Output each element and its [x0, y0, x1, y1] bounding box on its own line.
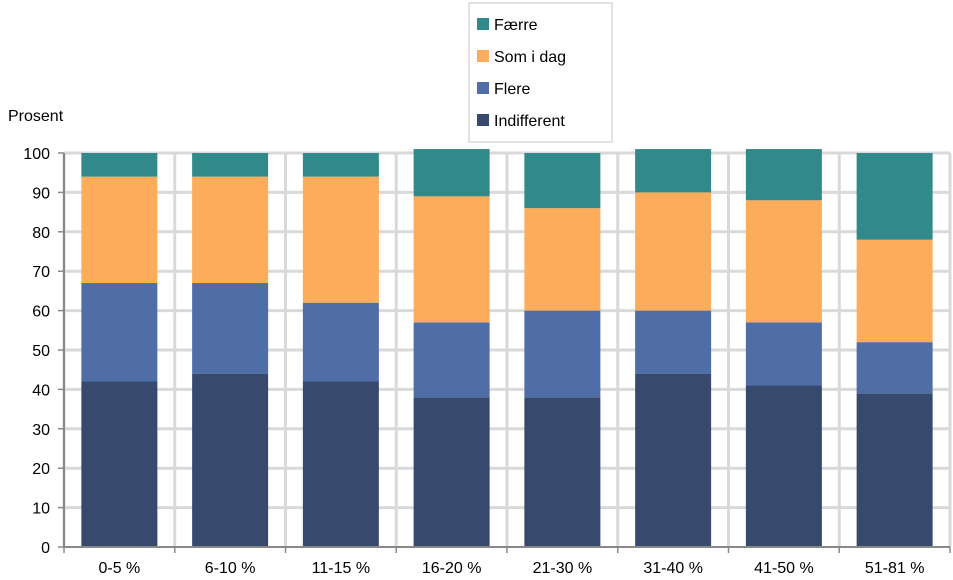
y-tick-label: 80	[32, 225, 50, 242]
bar-færre-5	[524, 153, 601, 209]
y-tick-label: 70	[32, 264, 50, 281]
y-tick-label: 50	[32, 343, 50, 360]
bar-indifferent-8	[856, 393, 933, 547]
x-tick-label: 16-20 %	[422, 560, 482, 577]
x-tick-label: 21-30 %	[533, 560, 593, 577]
bar-som-i-dag-4	[413, 196, 490, 323]
bar-færre-6	[635, 149, 712, 193]
bar-som-i-dag-6	[635, 192, 712, 311]
y-tick-labels: 0 10 20 30 40 50 60 70 80 90 100	[23, 146, 50, 557]
x-tick-label: 51-81 %	[865, 560, 925, 577]
bar-flere-7	[745, 322, 822, 386]
y-tick-label: 20	[32, 461, 50, 478]
y-tick-label: 0	[41, 540, 50, 557]
legend-label: Som i dag	[494, 49, 566, 66]
bar-som-i-dag-7	[745, 200, 822, 323]
axes	[58, 152, 951, 553]
bars	[81, 149, 933, 547]
y-tick-label: 10	[32, 501, 50, 518]
bar-som-i-dag-2	[192, 176, 269, 284]
bar-flere-2	[192, 283, 269, 374]
bar-flere-8	[856, 342, 933, 394]
bar-som-i-dag-5	[524, 208, 601, 311]
y-tick-label: 100	[23, 146, 50, 163]
bar-flere-6	[635, 310, 712, 374]
legend-label: Indifferent	[494, 113, 565, 130]
x-tick-labels: 0-5 % 6-10 % 11-15 % 16-20 % 21-30 % 31-40 % 4…	[98, 560, 924, 577]
legend-swatch	[477, 18, 489, 30]
bar-som-i-dag-1	[81, 176, 158, 284]
bar-flere-4	[413, 322, 490, 398]
bar-færre-4	[413, 149, 490, 197]
x-tick-label: 11-15 %	[312, 560, 370, 577]
bar-indifferent-3	[302, 381, 379, 547]
bar-indifferent-7	[745, 385, 822, 547]
bar-indifferent-4	[413, 397, 490, 547]
bar-indifferent-1	[81, 381, 158, 547]
bar-indifferent-6	[635, 373, 712, 547]
bar-som-i-dag-8	[856, 239, 933, 343]
bar-som-i-dag-3	[302, 176, 379, 303]
y-axis-title: Prosent	[8, 108, 64, 125]
bar-færre-8	[856, 153, 933, 240]
bar-indifferent-2	[192, 373, 269, 547]
bar-færre-2	[192, 153, 269, 177]
legend-swatch	[477, 114, 489, 126]
y-tick-label: 30	[32, 422, 50, 439]
x-tick-label: 0-5 %	[98, 560, 140, 577]
bar-færre-7	[745, 149, 822, 201]
legend-label: Færre	[494, 17, 538, 34]
x-tick-label: 41-50 %	[754, 560, 814, 577]
y-tick-label: 90	[32, 185, 50, 202]
y-tick-label: 60	[32, 304, 50, 321]
bar-indifferent-5	[524, 397, 601, 547]
x-tick-label: 6-10 %	[205, 560, 256, 577]
legend-box	[468, 2, 613, 143]
legend-label: Flere	[494, 81, 531, 98]
x-tick-label: 31-40 %	[643, 560, 703, 577]
bar-flere-5	[524, 310, 601, 398]
legend: Færre Som i dag Flere Indifferent	[468, 2, 613, 143]
legend-swatch	[477, 50, 489, 62]
bar-flere-3	[302, 302, 379, 382]
bar-flere-1	[81, 283, 158, 382]
y-tick-label: 40	[32, 382, 50, 399]
bar-færre-3	[302, 153, 379, 177]
legend-swatch	[477, 82, 489, 94]
bar-færre-1	[81, 153, 158, 177]
